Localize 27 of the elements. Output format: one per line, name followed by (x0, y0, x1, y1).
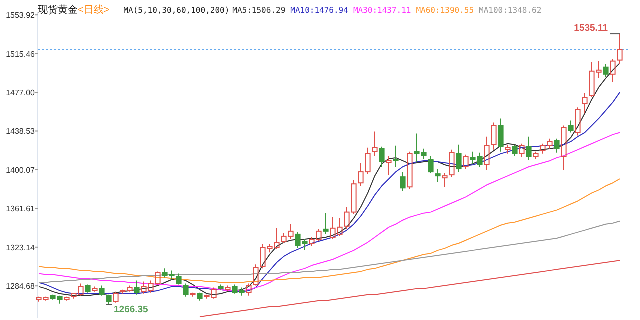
line-series (200, 260, 620, 318)
candlestick (484, 136, 490, 171)
y-tick-label: 1438.53 (6, 127, 36, 136)
candlestick (435, 168, 441, 183)
text: MA60:1390.55 (416, 6, 474, 15)
text: MA30:1437.11 (353, 6, 412, 15)
text: MA100:1348.62 (479, 6, 542, 15)
y-tick-label: 1553.92 (6, 11, 36, 20)
candlestick (393, 145, 399, 168)
text: MA10:1476.94 (290, 6, 349, 15)
chart-subtitle: <日线> (78, 4, 110, 16)
y-tick-label: 1284.68 (6, 282, 36, 292)
annotation: 1535.11 (574, 23, 620, 35)
y-tick-label: 1323.14 (6, 243, 36, 252)
annotation: 1266.35 (114, 304, 150, 316)
chart-title: 现货黄金 (38, 4, 78, 16)
candlestick (498, 118, 504, 152)
y-tick-label: 1515.46 (6, 50, 36, 59)
annotation: 1266.35 (106, 304, 148, 316)
y-tick-label: 1361.61 (6, 204, 36, 214)
text: MA5:1506.29 (232, 6, 286, 15)
candlestick (561, 125, 567, 171)
legend-title: MA(5,10,30,60,100,200) (124, 6, 230, 15)
y-tick-label: 1400.07 (6, 166, 36, 175)
y-tick-label: 1477.00 (6, 88, 36, 98)
candlestick (386, 155, 392, 176)
annotation: 1535.11 (574, 23, 609, 34)
